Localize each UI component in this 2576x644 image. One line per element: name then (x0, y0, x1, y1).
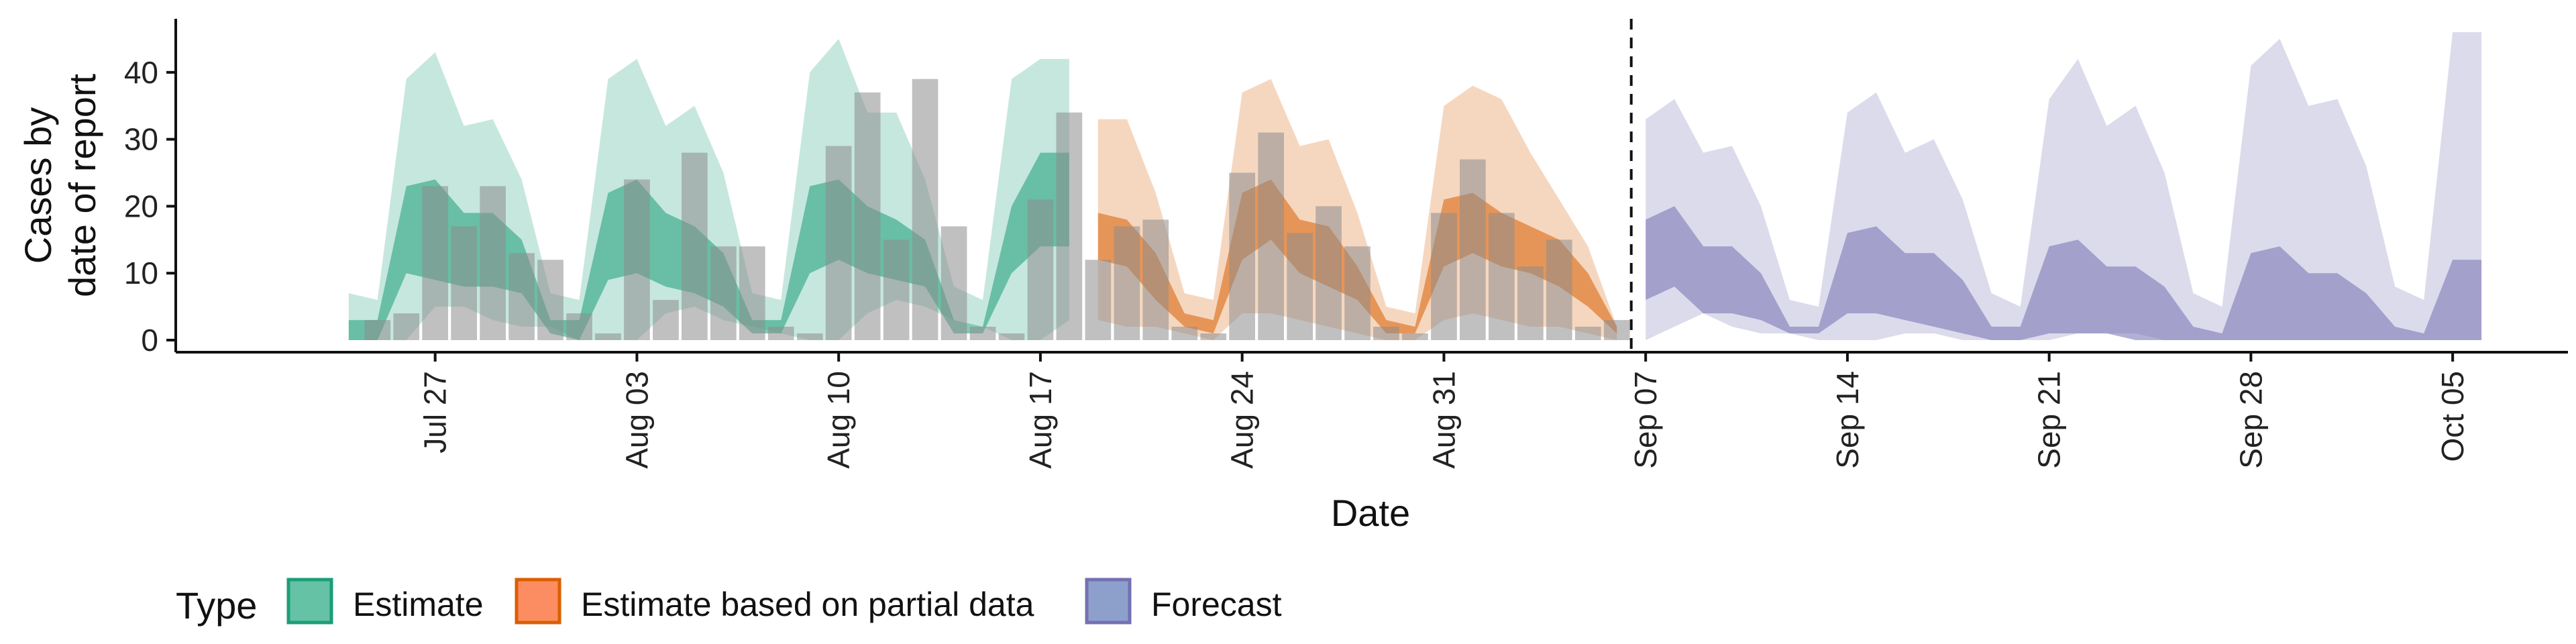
observed-bar (1574, 327, 1601, 340)
observed-bar (739, 246, 765, 340)
y-tick-label: 10 (124, 256, 158, 290)
observed-bar (682, 152, 708, 340)
legend-label: Estimate based on partial data (581, 586, 1034, 623)
observed-bar (1316, 206, 1342, 340)
observed-bar (1200, 333, 1227, 340)
x-axis-ticks: Jul 27 Aug 03 Aug 10 Aug 17 Aug 24 Aug 31 Sep … (418, 352, 2470, 469)
observed-bar (1402, 333, 1428, 340)
x-tick-label: Aug 03 (619, 371, 654, 469)
ribbon-layer (348, 32, 2482, 341)
observed-bar (1229, 172, 1255, 340)
observed-bar (1373, 327, 1399, 340)
observed-bar (508, 253, 535, 340)
observed-bar (1546, 239, 1572, 340)
observed-bar (1142, 219, 1169, 340)
observed-bar (422, 186, 448, 340)
ribbon-50-2 (1646, 206, 2482, 340)
observed-bar (969, 327, 996, 340)
axes: 0 10 20 30 40 Jul 27 Aug 03 Aug 10 Aug 17 Aug 24… (124, 19, 2568, 469)
ribbon-50-1 (1097, 179, 1617, 333)
observed-bar (1344, 246, 1371, 340)
x-tick-label: Aug 31 (1426, 371, 1461, 469)
observed-bar (1287, 233, 1313, 340)
x-tick-label: Jul 27 (418, 371, 453, 453)
observed-bar (480, 186, 506, 340)
y-axis-ticks: 0 10 20 30 40 (124, 55, 176, 358)
observed-bar (393, 313, 420, 340)
y-tick-label: 0 (141, 323, 158, 358)
observed-bar (1258, 132, 1284, 340)
y-tick-label: 40 (124, 55, 158, 90)
observed-bar (1056, 112, 1083, 340)
observed-bar (883, 239, 910, 340)
observed-bar (854, 92, 881, 341)
x-tick-label: Aug 24 (1225, 371, 1260, 469)
observed-bar (1603, 320, 1630, 340)
observed-bar (710, 246, 737, 340)
observed-bar (1517, 266, 1544, 340)
observed-bar (1431, 213, 1457, 340)
legend-label: Estimate (353, 586, 484, 623)
x-tick-label: Aug 17 (1023, 371, 1058, 469)
observed-bar (796, 333, 823, 340)
y-tick-label: 20 (124, 189, 158, 223)
observed-bar (825, 146, 852, 340)
observed-bar (1460, 159, 1486, 340)
observed-bar (1027, 199, 1054, 340)
observed-bar (912, 78, 938, 341)
x-tick-label: Aug 10 (821, 371, 856, 469)
observed-bar (451, 226, 477, 340)
legend-key-1 (515, 578, 561, 625)
observed-bar (364, 320, 391, 340)
observed-bar (595, 333, 621, 340)
observed-bar (1114, 226, 1140, 340)
observed-bar (1489, 213, 1515, 340)
observed-bar (566, 313, 592, 340)
y-axis-title-line-2: date of report (61, 74, 103, 298)
legend-key-0 (286, 578, 333, 625)
x-tick-label: Oct 05 (2435, 371, 2470, 462)
observed-bar (1085, 260, 1112, 341)
observed-bar (767, 327, 794, 340)
x-axis-title: Date (1331, 492, 1410, 534)
y-tick-label: 30 (124, 122, 158, 157)
legend-title: Type (176, 584, 257, 627)
observed-bar (1171, 327, 1198, 340)
x-tick-label: Sep 28 (2233, 371, 2268, 469)
observed-bar (537, 260, 564, 341)
legend-label: Forecast (1151, 586, 1282, 623)
legend: Type Estimate Estimate based on partial d… (176, 578, 1282, 627)
observed-bar (624, 179, 650, 340)
observed-bar (941, 226, 967, 340)
x-tick-label: Sep 07 (1628, 371, 1663, 469)
x-tick-label: Sep 14 (1830, 371, 1865, 469)
legend-key-2 (1085, 578, 1132, 625)
x-tick-label: Sep 21 (2032, 371, 2067, 469)
y-axis-title-line-1: Cases by (17, 107, 59, 264)
observed-bar (653, 300, 679, 340)
observed-bar (998, 333, 1025, 340)
observed-bar-layer (364, 78, 1630, 341)
